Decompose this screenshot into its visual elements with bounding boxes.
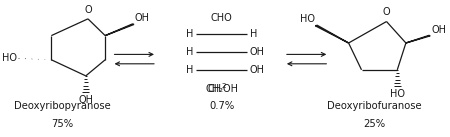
Text: H: H xyxy=(186,47,193,57)
Polygon shape xyxy=(406,35,430,43)
Text: CH: CH xyxy=(207,84,221,94)
Polygon shape xyxy=(105,24,134,36)
Text: O: O xyxy=(84,5,92,15)
Text: O: O xyxy=(382,8,390,18)
Text: Deoxyribofuranose: Deoxyribofuranose xyxy=(327,102,422,112)
Text: 25%: 25% xyxy=(364,119,386,129)
Text: CH₂OH: CH₂OH xyxy=(205,84,238,94)
Text: HO: HO xyxy=(390,89,405,99)
Text: 0.7%: 0.7% xyxy=(209,102,234,112)
Text: OH: OH xyxy=(431,25,446,35)
Text: OH: OH xyxy=(135,13,150,23)
Text: H: H xyxy=(186,29,193,39)
Text: H: H xyxy=(186,65,193,75)
Text: HO: HO xyxy=(300,15,315,25)
Text: OH: OH xyxy=(78,95,93,105)
Text: CHO: CHO xyxy=(211,13,232,23)
Text: HO: HO xyxy=(2,53,17,63)
Polygon shape xyxy=(315,25,349,43)
Text: Deoxyribopyranose: Deoxyribopyranose xyxy=(14,102,110,112)
Text: OH: OH xyxy=(250,65,265,75)
Text: 75%: 75% xyxy=(51,119,73,129)
Text: OH: OH xyxy=(250,47,265,57)
Text: H: H xyxy=(250,29,257,39)
Text: 2: 2 xyxy=(221,83,226,89)
